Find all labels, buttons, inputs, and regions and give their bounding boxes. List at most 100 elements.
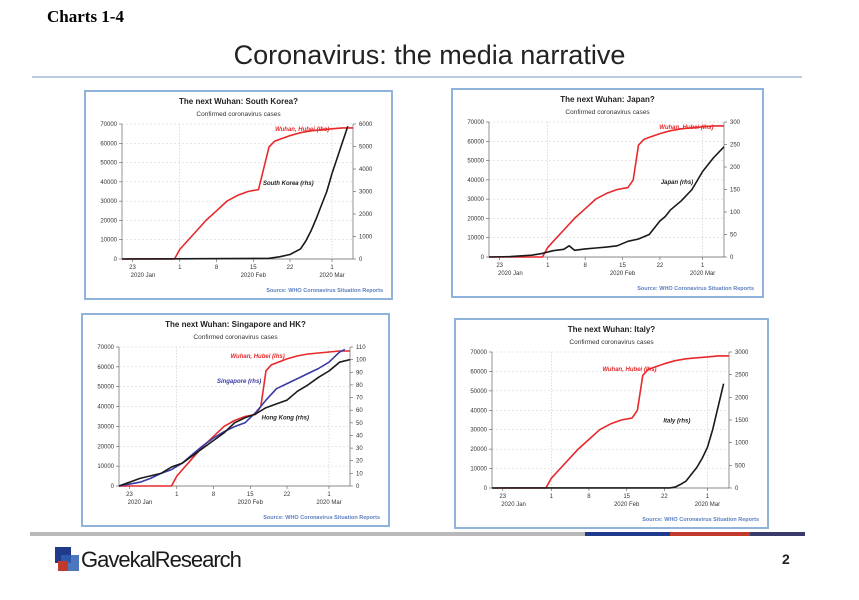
right-tick-label: 3000 <box>735 350 749 356</box>
left-tick-label: 30000 <box>470 428 487 434</box>
series-line <box>488 146 725 258</box>
right-tick-label: 200 <box>730 165 741 171</box>
right-tick-label: 0 <box>735 486 739 492</box>
chart-title: The next Wuhan: Italy? <box>568 325 656 334</box>
x-tick-label: 15 <box>619 263 626 269</box>
x-tick-label: 1 <box>330 265 334 271</box>
x-month-label: 2020 Feb <box>238 500 264 506</box>
series-line <box>491 383 725 489</box>
series-line <box>492 355 729 489</box>
right-tick-label: 70 <box>356 396 363 402</box>
left-tick-label: 50000 <box>470 389 487 395</box>
x-month-label: 2020 Feb <box>241 273 267 279</box>
logo-text-gavekal: Gavekal <box>81 547 156 572</box>
x-tick-label: 1 <box>327 492 331 498</box>
right-tick-label: 60 <box>356 408 363 414</box>
series-label: Italy (rhs) <box>663 419 690 425</box>
chart-title: The next Wuhan: South Korea? <box>179 97 298 106</box>
right-tick-label: 110 <box>356 345 366 351</box>
left-tick-label: 10000 <box>467 236 484 242</box>
right-tick-label: 250 <box>730 143 741 149</box>
left-tick-label: 60000 <box>467 139 484 145</box>
x-tick-label: 1 <box>550 494 554 500</box>
right-tick-label: 6000 <box>359 122 373 128</box>
left-tick-label: 40000 <box>97 405 114 411</box>
x-tick-label: 8 <box>215 265 219 271</box>
chart-panel-singapore-hk: The next Wuhan: Singapore and HK? Confirm… <box>81 313 390 527</box>
x-tick-label: 22 <box>661 494 668 500</box>
x-tick-label: 8 <box>212 492 216 498</box>
chart-source: Source: WHO Coronavirus Situation Report… <box>266 288 383 294</box>
series-line <box>122 127 353 260</box>
series-line <box>118 358 351 487</box>
x-tick-label: 23 <box>499 494 506 500</box>
chart-panel-south-korea: The next Wuhan: South Korea? Confirmed co… <box>84 90 393 300</box>
x-month-label: 2020 Mar <box>316 500 341 506</box>
x-month-label: 2020 Mar <box>319 273 344 279</box>
x-tick-label: 1 <box>175 492 179 498</box>
left-tick-label: 30000 <box>97 424 114 430</box>
x-tick-label: 8 <box>583 263 587 269</box>
series-label: South Korea (rhs) <box>263 181 314 187</box>
x-month-label: 2020 Jan <box>128 500 153 506</box>
right-tick-label: 1000 <box>735 441 749 447</box>
series-label: Wuhan, Hubei (lhs) <box>659 125 713 131</box>
slide-title: Coronavirus: the media narrative <box>233 40 626 70</box>
x-tick-label: 8 <box>587 494 591 500</box>
chart-south-korea: The next Wuhan: South Korea? Confirmed co… <box>100 97 383 294</box>
right-tick-label: 300 <box>730 120 741 126</box>
x-tick-label: 23 <box>496 263 503 269</box>
series-label: Wuhan, Hubei (lhs) <box>602 367 656 373</box>
logo-text: GavekalResearch <box>81 547 242 573</box>
left-tick-label: 60000 <box>470 369 487 375</box>
left-tick-label: 40000 <box>100 180 117 186</box>
right-tick-label: 50 <box>730 233 737 239</box>
chart-japan: The next Wuhan: Japan? Confirmed coronavi… <box>467 95 754 292</box>
x-tick-label: 1 <box>701 263 705 269</box>
right-tick-label: 100 <box>356 358 367 364</box>
series-label: Singapore (rhs) <box>217 379 261 385</box>
left-tick-label: 0 <box>114 257 118 263</box>
right-tick-label: 50 <box>356 421 363 427</box>
left-tick-label: 70000 <box>470 350 487 356</box>
chart-subtitle: Confirmed coronavirus cases <box>569 339 654 346</box>
x-tick-label: 15 <box>623 494 630 500</box>
right-tick-label: 2000 <box>735 395 749 401</box>
chart-singapore-hk: The next Wuhan: Singapore and HK? Confirm… <box>97 320 380 521</box>
left-tick-label: 60000 <box>100 141 117 147</box>
series-label: Wuhan, Hubei (lhs) <box>230 354 284 360</box>
left-tick-label: 30000 <box>100 199 117 205</box>
chart-source: Source: WHO Coronavirus Situation Report… <box>263 515 380 521</box>
x-tick-label: 22 <box>657 263 664 269</box>
chart-subtitle: Confirmed coronavirus cases <box>196 111 281 118</box>
chart-title: The next Wuhan: Singapore and HK? <box>165 320 306 329</box>
x-tick-label: 1 <box>706 494 710 500</box>
series-label: Wuhan, Hubei (lhs) <box>275 127 329 133</box>
x-tick-label: 23 <box>129 265 136 271</box>
x-month-label: 2020 Jan <box>501 502 526 508</box>
footer-band-grey <box>30 532 585 536</box>
left-tick-label: 0 <box>111 484 115 490</box>
series-label: Japan (rhs) <box>661 180 693 186</box>
x-tick-label: 1 <box>178 265 182 271</box>
right-tick-label: 30 <box>356 446 363 452</box>
x-month-label: 2020 Jan <box>131 273 156 279</box>
left-tick-label: 40000 <box>467 178 484 184</box>
x-tick-label: 15 <box>247 492 254 498</box>
chart-subtitle: Confirmed coronavirus cases <box>193 334 278 341</box>
x-tick-label: 23 <box>126 492 133 498</box>
right-tick-label: 1000 <box>359 235 373 241</box>
left-tick-label: 70000 <box>97 345 114 351</box>
right-tick-label: 0 <box>356 484 360 490</box>
x-tick-label: 1 <box>546 263 550 269</box>
right-tick-label: 0 <box>359 257 363 263</box>
title-divider <box>32 76 802 78</box>
series-line <box>119 350 350 487</box>
right-tick-label: 10 <box>356 471 363 477</box>
left-tick-label: 10000 <box>100 238 117 244</box>
page-label: Charts 1-4 <box>47 7 124 26</box>
left-tick-label: 10000 <box>97 464 114 470</box>
series-line <box>118 348 346 487</box>
right-tick-label: 2000 <box>359 212 373 218</box>
left-tick-label: 0 <box>484 486 488 492</box>
